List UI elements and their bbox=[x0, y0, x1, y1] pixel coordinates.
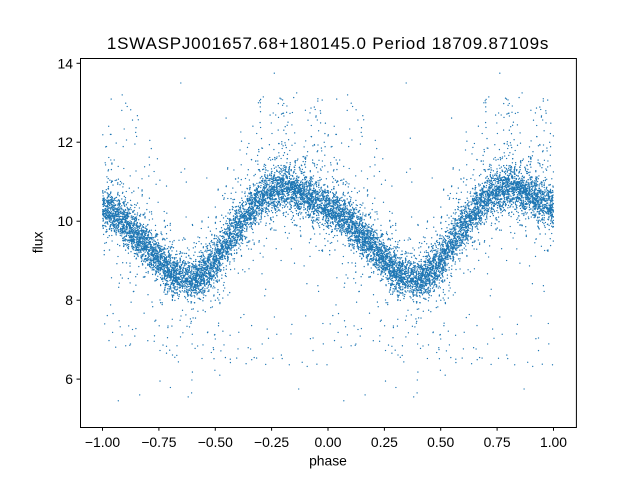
svg-text:flux: flux bbox=[30, 232, 46, 254]
svg-text:−0.75: −0.75 bbox=[141, 434, 176, 450]
svg-text:−1.00: −1.00 bbox=[85, 434, 120, 450]
svg-text:−0.50: −0.50 bbox=[198, 434, 233, 450]
svg-text:−0.25: −0.25 bbox=[254, 434, 289, 450]
svg-text:0.00: 0.00 bbox=[314, 434, 341, 450]
svg-text:1.00: 1.00 bbox=[540, 434, 567, 450]
svg-text:6: 6 bbox=[65, 371, 73, 387]
svg-text:phase: phase bbox=[309, 453, 347, 469]
svg-text:8: 8 bbox=[65, 292, 73, 308]
svg-text:12: 12 bbox=[58, 134, 74, 150]
svg-text:1SWASPJ001657.68+180145.0 Peri: 1SWASPJ001657.68+180145.0 Period 18709.8… bbox=[107, 34, 549, 53]
svg-text:0.75: 0.75 bbox=[484, 434, 511, 450]
svg-text:10: 10 bbox=[58, 213, 74, 229]
svg-text:14: 14 bbox=[58, 55, 74, 71]
svg-text:0.50: 0.50 bbox=[427, 434, 454, 450]
svg-text:0.25: 0.25 bbox=[371, 434, 398, 450]
